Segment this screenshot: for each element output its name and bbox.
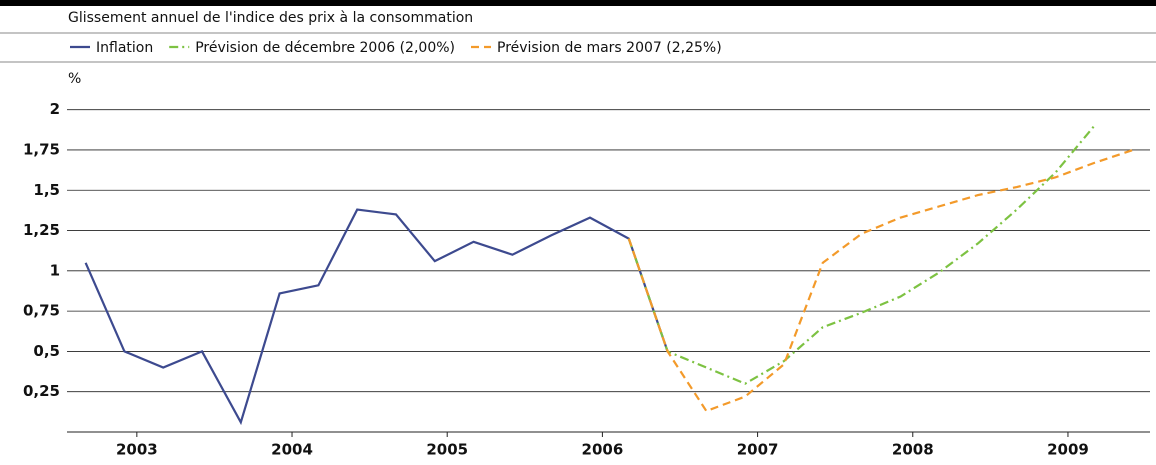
x-tick-label: 2007 (737, 441, 779, 459)
y-tick-label: 0,75 (23, 302, 60, 320)
y-tick-label: 2 (50, 100, 60, 118)
y-tick-label: 1,75 (23, 140, 60, 158)
legend-label: Prévision de mars 2007 (2,25%) (497, 40, 722, 56)
top-bar (0, 0, 1156, 6)
x-tick-label: 2005 (426, 441, 468, 459)
x-tick-label: 2006 (582, 441, 624, 459)
x-tick-label: 2003 (116, 441, 158, 459)
data-line (627, 148, 1134, 413)
legend-label: Prévision de décembre 2006 (2,00%) (195, 40, 455, 56)
data-line (627, 125, 1096, 385)
chart-title: Glissement annuel de l'indice des prix à… (68, 10, 473, 26)
y-tick-label: 1,25 (23, 221, 60, 239)
y-tick-label: 0,5 (33, 342, 60, 360)
legend-label: Inflation (96, 40, 153, 56)
y-tick-label: 1 (50, 261, 60, 279)
x-tick-label: 2009 (1047, 441, 1089, 459)
x-tick-label: 2004 (271, 441, 313, 459)
legend: Inflation Prévision de décembre 2006 (2,0… (70, 40, 722, 56)
y-tick-label: 0,25 (23, 382, 60, 400)
data-line (84, 208, 669, 426)
y-tick-label: 1,5 (33, 181, 60, 199)
x-tick-label: 2008 (892, 441, 934, 459)
y-unit: % (68, 71, 81, 87)
